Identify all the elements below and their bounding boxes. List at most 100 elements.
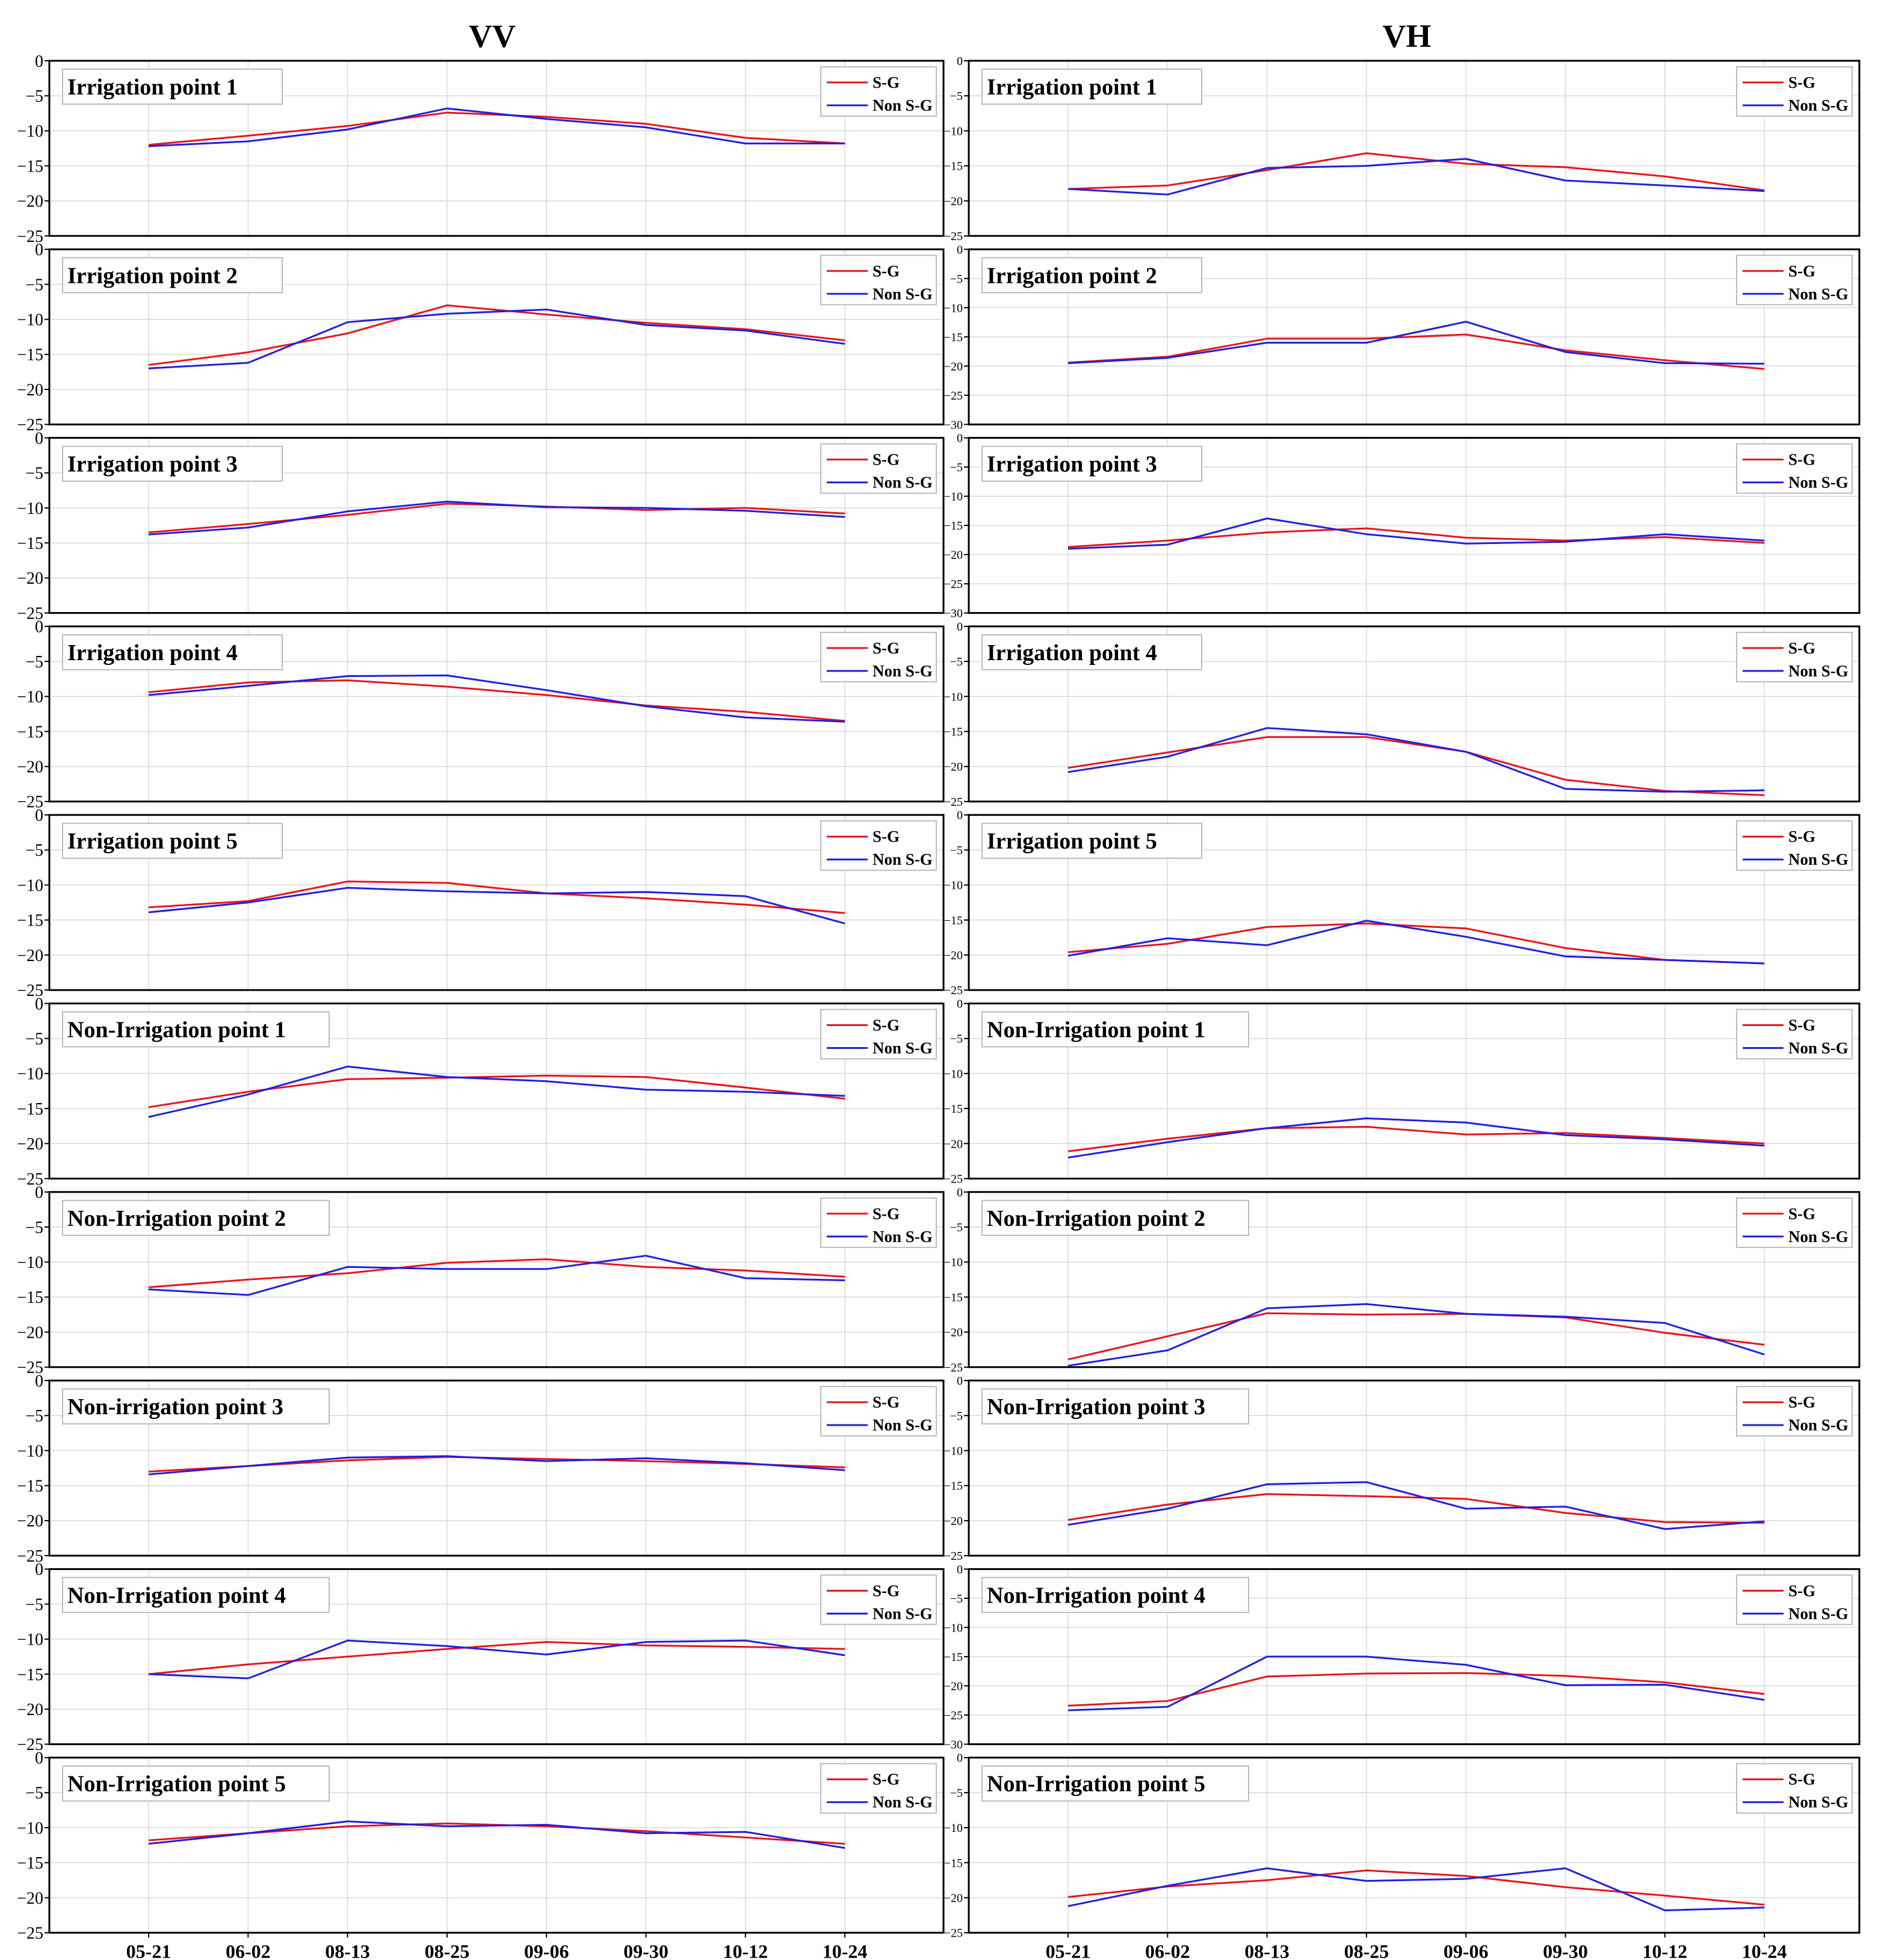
series-line-non-s-g [148,1455,845,1476]
legend-label-non-s-g: Non S-G [873,1228,933,1246]
legend: S-G Non S-G [820,255,937,306]
panel-vh-10: 0 −5 −10 −15 −20 −25 Non-Irrigation point 5 S-G… [944,1752,1861,1940]
y-tick-label: 0 [957,1186,963,1199]
x-tick-label-vh: 09-06 [1444,1941,1489,1960]
legend: S-G Non S-G [820,1574,937,1625]
legend-label-non-s-g: Non S-G [1788,662,1849,680]
y-tick-label: −15 [17,1477,43,1496]
panel-vh-8: 0 −5 −10 −15 −20 −25 Non-Irrigation point 3 S-G… [944,1374,1861,1563]
panel-label: Non-Irrigation point 4 [987,1583,1205,1608]
legend-label-non-s-g: Non S-G [1788,1228,1849,1246]
y-tick-label: −5 [950,461,963,474]
panel-label-box [62,1388,330,1425]
legend-label-s-g: S-G [873,1016,900,1034]
x-tick-label-vh: 10-24 [1742,1941,1787,1960]
series-line-s-g [148,679,845,722]
panel-label: Non-Irrigation point 5 [987,1772,1205,1797]
panel-label-box [62,1199,330,1236]
panel-label: Non-Irrigation point 2 [67,1206,286,1231]
legend: S-G Non S-G [1736,1197,1853,1248]
series-line-s-g [148,1822,845,1845]
panel-label: Irrigation point 3 [67,452,238,477]
legend-label-non-s-g: Non S-G [873,662,933,680]
y-tick-label: −15 [944,1651,963,1664]
y-tick-label: 0 [957,55,963,68]
panel-frame [48,1757,945,1934]
panel-label-group: Irrigation point 1 [981,69,1202,105]
y-tick-label: −15 [944,1480,963,1493]
panel-label: Irrigation point 1 [987,75,1157,100]
y-tick-label: −5 [25,1219,43,1237]
panel-label: Irrigation point 2 [987,263,1157,288]
legend-box [1736,1197,1853,1248]
x-tick-label-vv: 05-21 [126,1941,171,1960]
panel-vv-8: 0 −5 −10 −15 −20 −25 Non-irrigation point 3 S-G… [17,1372,945,1566]
panel-frame [968,437,1861,614]
y-tick-label: 0 [35,1749,43,1768]
panel-vv-5: 0 −5 −10 −15 −20 −25 Irrigation point 5 S-G Non … [17,806,945,1000]
legend-label-s-g: S-G [873,1770,900,1788]
panel-grid: 0 −5 −10 −15 −20 −25 Irrigation point 1 S-G Non … [17,52,1861,1943]
y-tick-label: −20 [17,1512,43,1531]
legend: S-G Non S-G [820,1386,937,1437]
panel-frame [48,60,945,237]
y-tick-label: −20 [17,947,43,965]
panel-label-group: Non-irrigation point 3 [62,1388,330,1425]
legend-label-s-g: S-G [873,1205,900,1223]
panel-label-group: Non-Irrigation point 2 [981,1199,1249,1236]
legend: S-G Non S-G [820,443,937,494]
legend: S-G Non S-G [820,1009,937,1060]
panel-label-group: Non-Irrigation point 5 [62,1765,330,1802]
panel-frame [48,1003,945,1179]
y-tick-label: −20 [944,1515,963,1528]
y-tick-label: −25 [944,1927,963,1940]
x-tick-label-vv: 08-13 [325,1941,370,1960]
y-tick-label: −25 [944,1361,963,1374]
series-line-non-s-g [1067,158,1765,196]
legend-label-s-g: S-G [1788,1770,1815,1788]
legend-label-s-g: S-G [1788,1393,1815,1411]
panel-label: Irrigation point 5 [987,829,1157,854]
panel-label-group: Irrigation point 2 [981,257,1202,294]
x-tick-label-vv: 09-06 [524,1941,569,1960]
legend-label-non-s-g: Non S-G [1788,1604,1849,1622]
y-tick-label: −25 [17,1170,43,1189]
series-line-s-g [1067,1493,1765,1524]
panel-label: Irrigation point 1 [67,75,238,100]
y-tick-label: −10 [944,301,963,315]
panel-label: Non-Irrigation point 5 [67,1772,286,1797]
y-tick-label: −5 [25,87,43,106]
legend-box [1736,631,1853,682]
y-tick-label: 0 [35,52,43,71]
y-tick-label: −15 [944,160,963,173]
series-line-s-g [1067,1672,1765,1707]
series-line-non-s-g [148,501,845,536]
series-line-s-g [1067,1869,1765,1906]
y-tick-label: −20 [17,569,43,588]
column-title-vh: VH [1383,18,1432,54]
panel-vv-6: 0 −5 −10 −15 −20 −25 Non-Irrigation point 1 S-G… [17,995,945,1189]
y-tick-label: −10 [17,688,43,706]
y-tick-label: −25 [17,416,43,434]
y-tick-label: −15 [944,726,963,739]
legend-label-s-g: S-G [1788,1205,1815,1223]
y-tick-label: −10 [944,490,963,504]
panel-label-box [62,1011,330,1048]
legend-box [820,443,937,494]
y-tick-label: −15 [17,534,43,553]
y-tick-label: −20 [17,758,43,777]
series-line-non-s-g [148,886,845,925]
panel-vv-7: 0 −5 −10 −15 −20 −25 Non-Irrigation point 2 S-G… [17,1184,945,1377]
legend-label-s-g: S-G [873,1581,900,1600]
legend-label-s-g: S-G [873,73,900,91]
panel-frame [48,625,945,803]
series-line-non-s-g [1067,1655,1765,1711]
y-tick-label: −20 [944,1326,963,1340]
legend-label-s-g: S-G [1788,639,1815,657]
y-tick-label: −5 [25,1595,43,1614]
legend-label-non-s-g: Non S-G [873,1416,933,1434]
y-tick-label: −25 [944,1550,963,1563]
legend-box [1736,1574,1853,1625]
y-tick-label: 0 [957,432,963,445]
panel-frame [968,1568,1861,1745]
